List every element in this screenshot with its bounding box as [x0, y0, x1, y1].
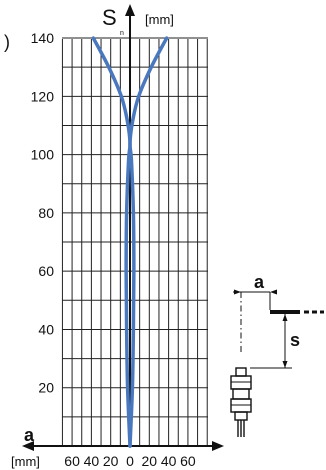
- sensor-tail: [234, 411, 248, 421]
- sensor-face: [235, 367, 247, 377]
- y-axis-label-subscript: n: [120, 30, 124, 37]
- x-axis-arrow-right: [212, 441, 224, 451]
- inset-s-label: s: [290, 330, 300, 350]
- x-axis-unit: [mm]: [11, 454, 40, 469]
- sensor-body: [232, 388, 250, 400]
- x-tick-label: 20: [103, 453, 119, 469]
- y-tick-label: 40: [38, 321, 54, 337]
- x-tick-label: 60: [64, 453, 80, 469]
- x-tick-label: 40: [84, 453, 100, 469]
- panel-mark: ): [4, 32, 10, 52]
- curve-left: [91, 36, 132, 448]
- arrow-a-right: [270, 289, 277, 295]
- curves: [91, 36, 169, 448]
- x-tick-label: 20: [142, 453, 158, 469]
- curve-right: [128, 36, 169, 448]
- x-axis-arrow-left: [22, 441, 34, 451]
- y-axis-label: S: [102, 5, 117, 30]
- x-tick-label: 0: [126, 453, 134, 469]
- y-tick-label: 20: [38, 380, 54, 396]
- x-axis-label: a: [24, 425, 35, 445]
- y-tick-label: 60: [38, 263, 54, 279]
- arrow-s-bottom: [282, 361, 288, 368]
- arrow-s-top: [282, 314, 288, 321]
- y-tick-label: 100: [31, 147, 55, 163]
- axes: [22, 4, 224, 451]
- arrow-a-left: [234, 289, 241, 295]
- x-tick-label: 40: [161, 453, 177, 469]
- y-axis-arrow: [125, 4, 135, 16]
- sensor-inset: [230, 289, 324, 437]
- grid: [61, 37, 208, 446]
- y-tick-label: 120: [31, 88, 55, 104]
- x-tick-label: 60: [180, 453, 196, 469]
- y-axis-unit: [mm]: [145, 12, 174, 27]
- y-tick-label: 140: [31, 30, 55, 46]
- y-tick-label: 80: [38, 205, 54, 221]
- inset-a-label: a: [254, 272, 265, 292]
